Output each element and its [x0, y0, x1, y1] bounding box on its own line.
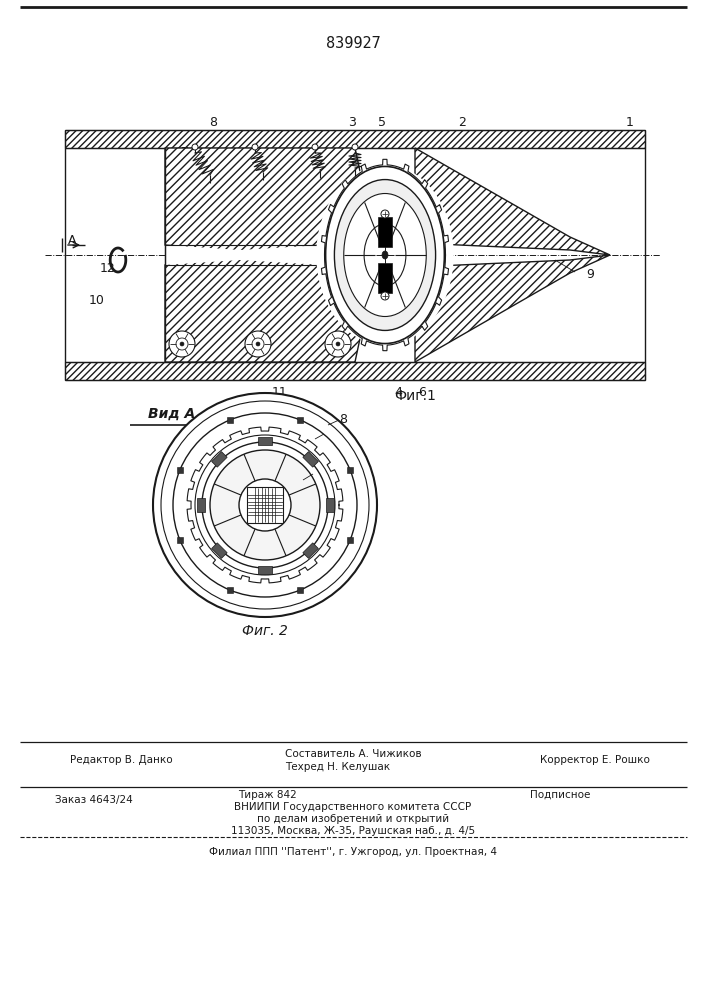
Bar	[65, 130, 645, 148]
Circle shape	[192, 144, 198, 150]
Bar	[165, 245, 355, 265]
Text: 10: 10	[89, 294, 105, 306]
Text: Подписное: Подписное	[530, 790, 590, 800]
Text: Редактор В. Данко: Редактор В. Данко	[70, 755, 173, 765]
Bar	[303, 452, 318, 467]
Circle shape	[336, 342, 340, 346]
Polygon shape	[165, 260, 365, 362]
Text: по делам изобретений и открытий: по делам изобретений и открытий	[257, 814, 449, 824]
Text: 7: 7	[181, 146, 189, 159]
Bar	[297, 587, 303, 593]
Circle shape	[176, 338, 188, 350]
Ellipse shape	[316, 165, 454, 345]
Text: 113035, Москва, Ж-35, Раушская наб., д. 4/5: 113035, Москва, Ж-35, Раушская наб., д. …	[231, 826, 475, 836]
Circle shape	[245, 331, 271, 357]
Text: 9: 9	[586, 268, 594, 282]
Text: 1: 1	[626, 116, 634, 129]
Circle shape	[312, 144, 318, 150]
Bar	[65, 148, 645, 362]
Polygon shape	[415, 148, 610, 255]
Bar	[227, 417, 233, 423]
Circle shape	[381, 292, 389, 300]
Circle shape	[325, 331, 351, 357]
Text: 12: 12	[100, 261, 116, 274]
Circle shape	[252, 338, 264, 350]
Text: Филиал ППП ''Патент'', г. Ужгород, ул. Проектная, 4: Филиал ППП ''Патент'', г. Ужгород, ул. П…	[209, 847, 497, 857]
Bar	[177, 537, 183, 543]
Circle shape	[239, 479, 291, 531]
Ellipse shape	[364, 224, 406, 286]
Text: 3: 3	[348, 116, 356, 129]
Text: Фиг. 2: Фиг. 2	[242, 624, 288, 638]
Text: Фиг.1: Фиг.1	[394, 389, 436, 403]
Text: 8: 8	[339, 413, 347, 426]
Ellipse shape	[334, 180, 436, 330]
Circle shape	[256, 342, 260, 346]
Text: 2: 2	[458, 116, 466, 129]
Bar	[258, 436, 272, 444]
Text: 8: 8	[209, 116, 217, 129]
Bar	[247, 487, 283, 523]
Text: 4: 4	[394, 386, 402, 399]
Text: Заказ 4643/24: Заказ 4643/24	[55, 795, 133, 805]
Circle shape	[332, 338, 344, 350]
Text: Корректор Е. Рошко: Корректор Е. Рошко	[540, 755, 650, 765]
Circle shape	[195, 435, 335, 575]
Bar	[65, 362, 645, 380]
Text: Вид А: Вид А	[148, 407, 196, 421]
Bar	[211, 452, 227, 467]
Circle shape	[352, 144, 358, 150]
Circle shape	[252, 144, 258, 150]
Text: 11: 11	[309, 467, 325, 480]
Text: Составитель А. Чижиков: Составитель А. Чижиков	[285, 749, 421, 759]
Bar	[227, 587, 233, 593]
Text: 5: 5	[378, 116, 386, 129]
Bar	[347, 467, 353, 473]
Bar	[303, 543, 318, 558]
Bar	[297, 417, 303, 423]
Bar	[258, 566, 272, 574]
Bar	[197, 498, 204, 512]
Ellipse shape	[344, 194, 426, 316]
Text: А: А	[68, 233, 76, 246]
Text: Тираж 842: Тираж 842	[238, 790, 297, 800]
Circle shape	[153, 393, 377, 617]
Bar	[347, 537, 353, 543]
Text: ВНИИПИ Государственного комитета СССР: ВНИИПИ Государственного комитета СССР	[235, 802, 472, 812]
Circle shape	[180, 342, 184, 346]
Circle shape	[169, 331, 195, 357]
Polygon shape	[165, 148, 365, 250]
Polygon shape	[187, 427, 343, 583]
Bar	[211, 543, 227, 558]
Bar	[378, 263, 392, 293]
Bar	[65, 130, 645, 148]
Text: 839927: 839927	[326, 36, 380, 51]
Text: 6: 6	[418, 386, 426, 399]
Text: 7: 7	[324, 427, 332, 440]
Text: 11: 11	[272, 386, 288, 399]
Circle shape	[173, 413, 357, 597]
Polygon shape	[415, 255, 610, 362]
Ellipse shape	[382, 251, 388, 259]
Bar	[325, 498, 334, 512]
Text: Техред Н. Келушак: Техред Н. Келушак	[285, 762, 390, 772]
Polygon shape	[322, 159, 448, 351]
Bar	[65, 362, 645, 380]
Bar	[177, 467, 183, 473]
Bar	[378, 217, 392, 247]
Circle shape	[210, 450, 320, 560]
Circle shape	[381, 210, 389, 218]
